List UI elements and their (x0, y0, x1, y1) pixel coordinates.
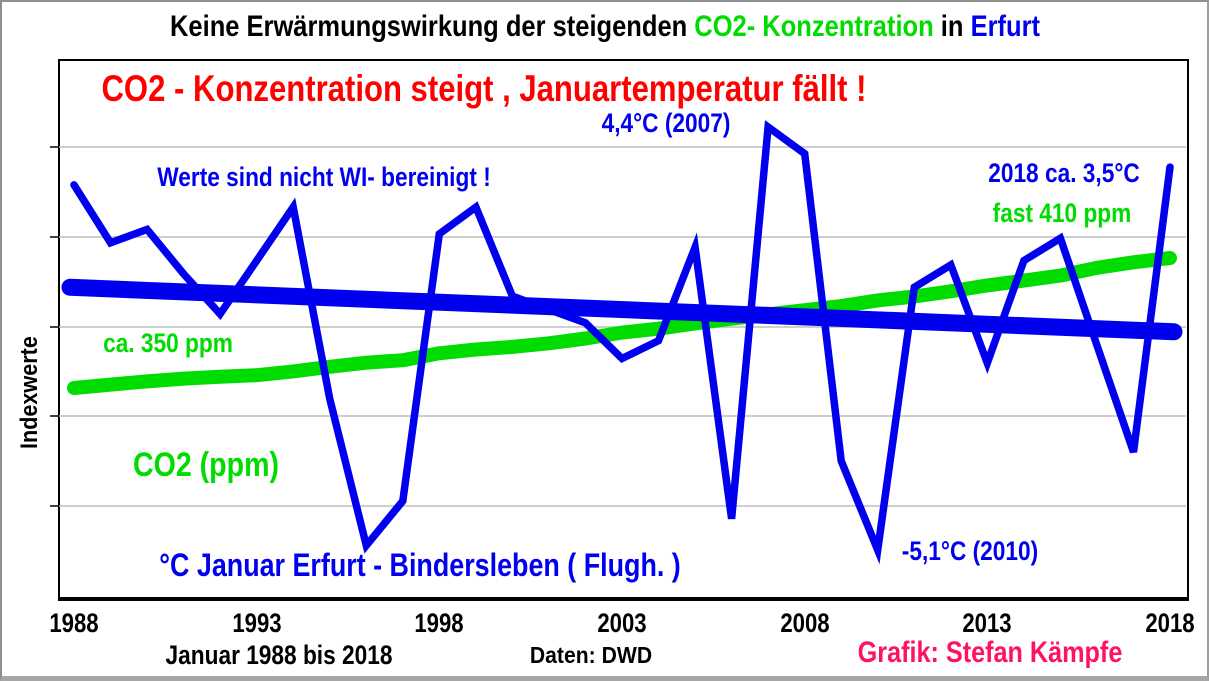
title-text-black-1: Keine Erwärmungswirkung der steigenden (169, 10, 694, 43)
title-text-green: CO2- Konzentration (693, 10, 934, 43)
x-tick-label: 1988 (49, 608, 99, 638)
chart-headline: CO2 - Konzentration steigt , Januartempe… (101, 68, 867, 109)
co2-series-label: CO2 (ppm) (133, 446, 279, 484)
title-text-blue: Erfurt (970, 10, 1040, 43)
temperature-line (70, 120, 1174, 565)
temperature-series-label: °C Januar Erfurt - Bindersleben ( Flugh.… (159, 547, 681, 583)
x-tick-label: 2018 (1145, 608, 1195, 638)
annotation-wi-note: Werte sind nicht WI- bereinigt ! (157, 162, 491, 192)
annotation-low-2010: -5,1°C (2010) (901, 536, 1039, 566)
y-axis-label: Indexwerte (16, 336, 43, 449)
y-axis-tick (50, 505, 58, 507)
annotation-co2-2018: fast 410 ppm (992, 198, 1132, 228)
title-text-black-2: in (933, 10, 971, 43)
footer-caption-source: Daten: DWD (529, 642, 653, 668)
trend-line (61, 278, 1183, 341)
annotation-temp-2018: 2018 ca. 3,5°C (988, 158, 1140, 188)
annotation-peak-2007: 4,4°C (2007) (601, 108, 731, 138)
x-tick-label: 2003 (597, 608, 647, 638)
x-tick-label: 1998 (414, 608, 464, 638)
y-axis-tick (50, 415, 58, 417)
y-axis-tick (50, 146, 58, 148)
x-tick-label: 2013 (962, 608, 1012, 638)
y-axis-tick (50, 326, 58, 328)
page-title: Keine Erwärmungswirkung der steigenden C… (170, 10, 1040, 44)
footer-caption-credit: Grafik: Stefan Kämpfe (857, 636, 1123, 669)
co2-line (67, 251, 1177, 395)
chart-canvas (59, 120, 1186, 565)
x-tick-label: 2008 (780, 608, 830, 638)
y-axis-tick (50, 236, 58, 238)
footer-caption-period: Januar 1988 bis 2018 (165, 640, 393, 670)
annotation-co2-1988: ca. 350 ppm (103, 328, 233, 358)
x-tick-label: 1993 (232, 608, 282, 638)
